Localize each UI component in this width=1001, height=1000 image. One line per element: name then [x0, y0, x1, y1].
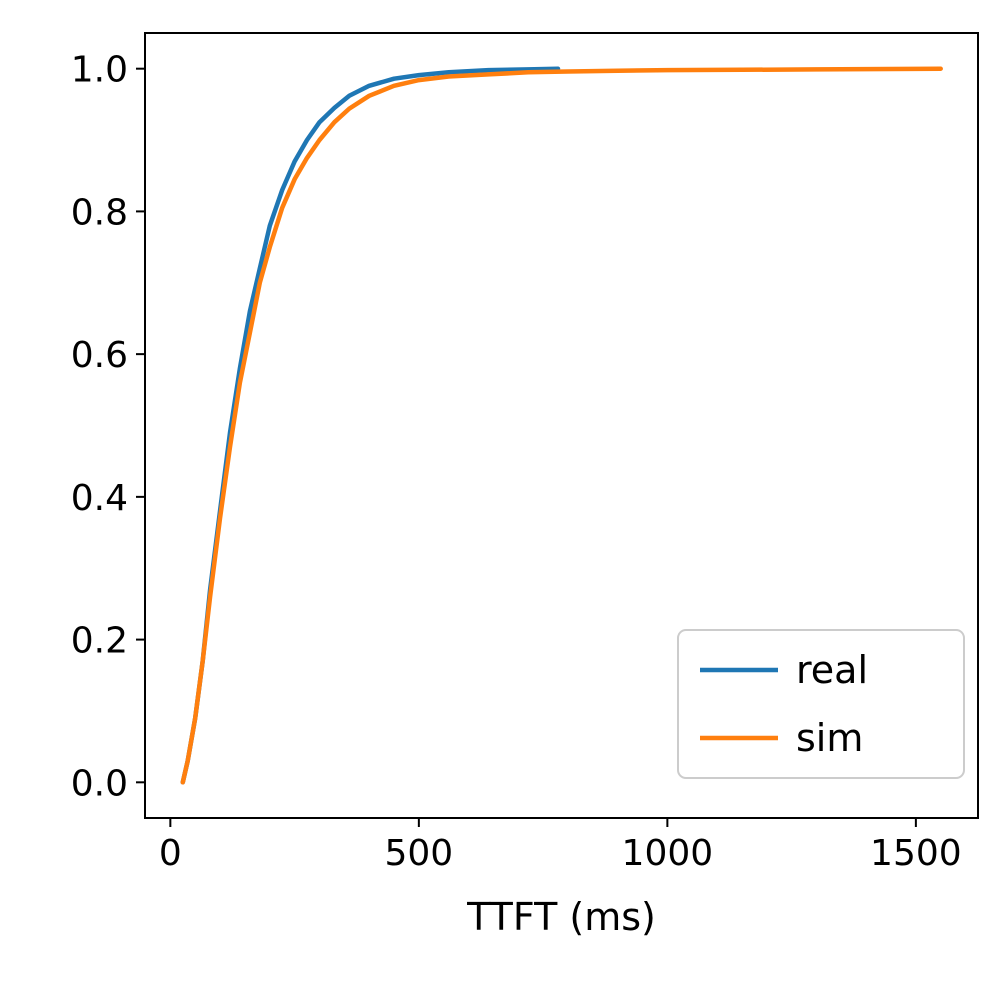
y-tick-label: 0.6: [71, 335, 128, 376]
y-tick-label: 0.8: [71, 192, 128, 233]
y-tick-label: 0.2: [71, 621, 128, 662]
x-tick-label: 500: [384, 833, 453, 874]
x-axis-label: TTFT (ms): [466, 895, 656, 939]
y-tick-label: 0.0: [71, 763, 128, 804]
legend: real sim: [677, 629, 965, 779]
x-tick-label: 1500: [870, 833, 962, 874]
y-tick-label: 1.0: [71, 50, 128, 91]
legend-label-real: real: [796, 648, 868, 692]
series-line-sim: [180, 66, 943, 785]
x-tick-label: 0: [159, 833, 182, 874]
legend-label-sim: sim: [796, 716, 863, 760]
y-tick-label: 0.4: [71, 478, 128, 519]
x-tick-label: 1000: [622, 833, 714, 874]
legend-frame: [677, 629, 965, 779]
